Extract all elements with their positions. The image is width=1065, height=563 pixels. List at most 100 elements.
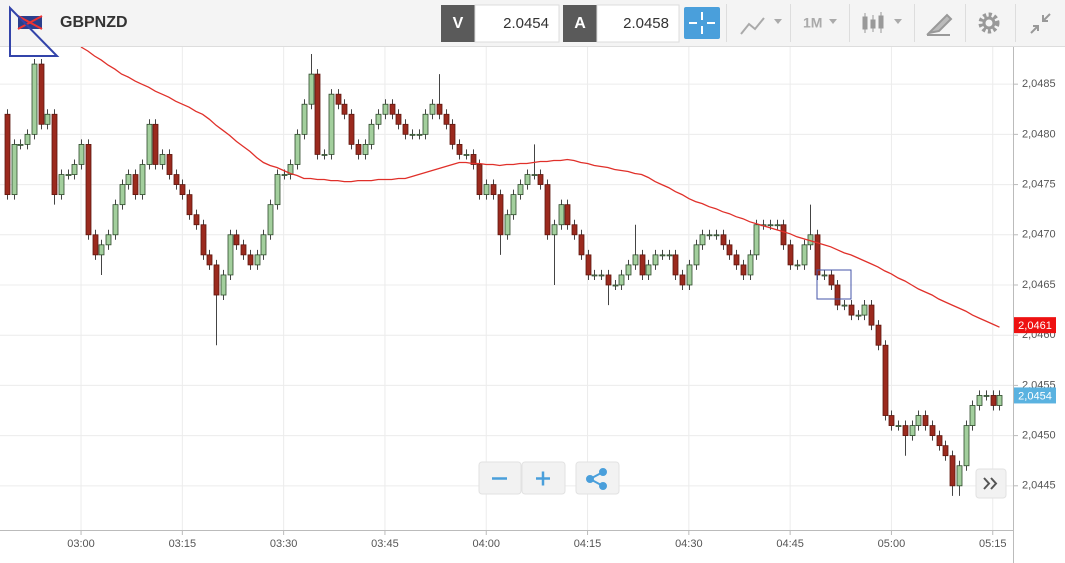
candle-body — [227, 234, 234, 276]
candle-type-icon[interactable] — [862, 12, 884, 33]
x-tick-label: 03:15 — [169, 538, 197, 550]
candle-body — [4, 113, 11, 196]
candle-body — [585, 254, 592, 276]
x-tick-label: 03:45 — [371, 538, 399, 550]
candle-body — [672, 254, 679, 276]
candle-body — [544, 184, 551, 236]
candle-body — [929, 425, 936, 437]
ask-label: A — [574, 15, 586, 32]
candle-body — [524, 174, 531, 185]
candle-body — [888, 415, 895, 426]
ask-label-box[interactable] — [563, 5, 597, 42]
candle-body — [247, 254, 254, 266]
crosshair-button[interactable] — [684, 7, 720, 39]
y-tick-label: 2,0450 — [1022, 430, 1056, 442]
zoom-in-icon — [536, 471, 550, 486]
candle-body — [267, 204, 274, 236]
candle-body — [699, 234, 706, 246]
candle-body — [193, 214, 200, 226]
candle-body — [112, 204, 119, 236]
share-button[interactable] — [575, 461, 620, 495]
candle-body — [814, 234, 821, 276]
candle-body — [132, 174, 139, 196]
candle-body — [949, 455, 956, 487]
candle-body — [213, 264, 220, 296]
candle-body — [152, 123, 159, 165]
candle-body — [328, 93, 335, 155]
candle-body — [314, 73, 321, 155]
candle-body — [659, 254, 666, 257]
candle-body — [476, 164, 483, 196]
candle-body — [463, 154, 470, 156]
plot-area — [0, 47, 1013, 530]
candle-body — [308, 73, 315, 105]
candle-body — [321, 154, 328, 156]
candle-body — [92, 234, 99, 256]
price-label: 2,0461 — [1018, 320, 1052, 332]
bid-field[interactable] — [474, 4, 560, 43]
share-icon — [586, 468, 607, 490]
chart-type-icon[interactable] — [740, 17, 765, 35]
candle-body — [571, 224, 578, 236]
x-tick-label: 05:15 — [979, 538, 1007, 550]
candle-body — [753, 224, 760, 256]
settings-icon[interactable] — [978, 12, 1000, 34]
candle-body — [537, 174, 544, 185]
candle-body — [186, 194, 193, 216]
candle-body — [71, 164, 78, 175]
candle-body — [173, 174, 180, 185]
candle-body — [909, 425, 916, 437]
candle-body — [882, 344, 889, 416]
candle-body — [834, 284, 841, 306]
candle-body — [146, 123, 153, 165]
candle-body — [65, 174, 72, 176]
timeframe[interactable]: 1M — [803, 15, 822, 31]
candle-body — [679, 274, 686, 286]
candle-body — [598, 274, 605, 277]
candle-body — [875, 324, 882, 346]
candle-body — [828, 274, 835, 286]
candle-body — [605, 274, 612, 286]
candle-body — [963, 425, 970, 467]
ask-field[interactable] — [596, 4, 680, 43]
bid-label-box[interactable] — [441, 5, 475, 42]
candle-body — [78, 144, 85, 165]
candle-body — [274, 174, 281, 206]
candle-body — [254, 254, 261, 266]
ask-price: 2.0458 — [623, 15, 669, 32]
candle-body — [335, 93, 342, 105]
x-tick-label: 03:00 — [67, 538, 95, 550]
corner-marker — [9, 5, 60, 57]
candle-body — [902, 425, 909, 437]
candle-body — [51, 113, 58, 196]
candle-body — [24, 133, 31, 145]
candle-body — [855, 314, 862, 317]
candle-body — [983, 395, 990, 397]
candle-body — [794, 264, 801, 267]
candle-body — [281, 174, 288, 176]
y-tick-label: 2,0480 — [1022, 128, 1056, 140]
candle-body — [166, 154, 173, 175]
collapse-icon[interactable] — [1030, 13, 1051, 34]
candle-body — [375, 113, 382, 125]
candle-body — [58, 174, 65, 196]
candle-body — [531, 174, 538, 176]
price-label-bg — [1014, 317, 1056, 334]
candle-body — [490, 184, 497, 196]
bid-label: V — [453, 15, 464, 32]
candle-body — [402, 123, 409, 135]
scroll-to-end-button[interactable] — [975, 468, 1007, 499]
candle-body — [368, 123, 375, 145]
candle-body — [895, 425, 902, 427]
candle-body — [990, 395, 997, 406]
candle-body — [922, 415, 929, 426]
y-tick-label: 2,0445 — [1022, 480, 1056, 492]
y-tick-label: 2,0485 — [1022, 78, 1056, 90]
candle-body — [179, 184, 186, 196]
x-tick-label: 05:00 — [878, 538, 906, 550]
candle-body — [767, 224, 774, 227]
candle-body — [747, 254, 754, 276]
draw-tool-icon[interactable] — [925, 13, 953, 36]
candle-body — [639, 254, 646, 276]
dropdown-arrow — [829, 19, 837, 24]
